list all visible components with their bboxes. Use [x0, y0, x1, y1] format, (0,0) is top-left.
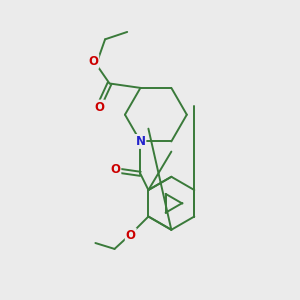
- Text: O: O: [88, 55, 98, 68]
- Text: O: O: [110, 163, 120, 176]
- Text: O: O: [126, 229, 136, 242]
- Text: O: O: [94, 100, 104, 113]
- Text: N: N: [135, 135, 146, 148]
